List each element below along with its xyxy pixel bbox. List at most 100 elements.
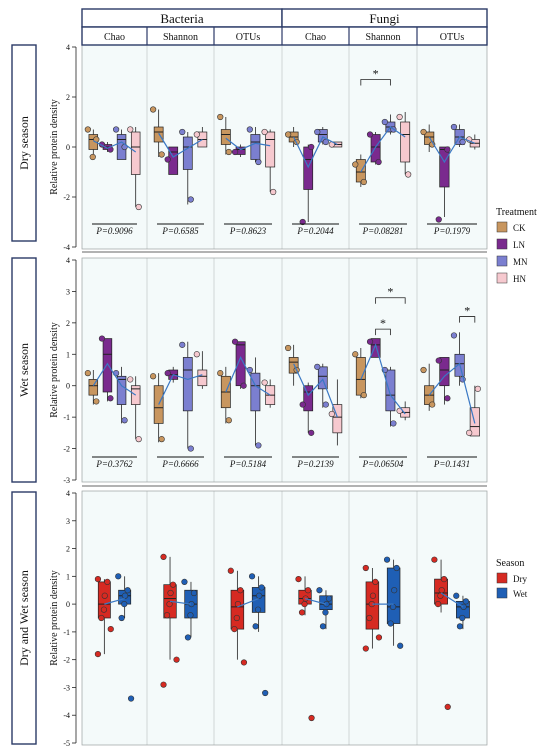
data-point [270,188,277,196]
data-point [405,171,412,178]
mean-line [237,597,259,608]
data-point [397,642,404,649]
data-point [167,589,174,597]
mean-line [104,597,125,605]
data-point [325,595,333,602]
y-tick-label: 2 [66,545,70,554]
row-label: Dry season [17,116,31,170]
box-ln [370,134,381,163]
data-point [372,578,379,585]
mean-line [225,137,271,151]
data-point [89,153,96,161]
y-tick-label: -2 [63,656,70,665]
data-point [299,218,306,226]
data-point [124,587,131,594]
y-tick-label: 0 [66,600,70,609]
mean-line [93,140,137,153]
data-point [193,351,200,358]
y-tick-label: -3 [63,683,70,692]
p-value-label: P=0.2139 [296,459,334,469]
box-hn [332,404,343,434]
data-point [420,366,427,374]
data-point [179,128,186,136]
mean-line [293,136,338,169]
data-point [179,341,186,348]
significance-label: * [380,316,386,330]
box-ln [370,338,381,358]
significance-bracket [375,328,391,336]
header-metric-label: Chao [305,32,326,43]
data-point [252,623,259,630]
data-point [438,587,445,594]
data-point [240,659,248,666]
data-point [460,603,467,610]
header-group-label: Fungi [369,11,400,26]
data-point [375,634,383,641]
p-value-label: P=0.1431 [433,459,470,469]
data-point [248,573,256,580]
y-tick-label: 0 [66,143,70,152]
data-point [158,151,165,158]
y-tick-label: 4 [66,256,70,265]
data-point [437,592,444,599]
data-point [227,567,234,574]
box-ln [439,357,450,387]
data-point [233,614,240,622]
header-group-label: Bacteria [160,11,204,26]
data-point [440,576,448,583]
box-mn [182,357,193,412]
legend-item-label: HN [513,274,526,284]
panel-background [417,491,487,745]
data-point [173,656,180,663]
box-ln [102,338,113,393]
data-point [285,131,292,138]
data-point [104,578,111,585]
data-point [100,606,108,613]
row-labels: Dry season Wet season Dry and Wet season [11,44,37,745]
data-point [322,609,329,616]
row-label-box [11,257,37,483]
subpanel-fungi-chao [295,576,333,722]
y-tick-label: -4 [63,711,70,720]
data-point [299,401,306,408]
data-point [217,370,224,377]
chart-marks: P=0.9096 P=0.6585 P=0.8623 P=0.2044 P=0.0828… [84,67,481,722]
box-ck [88,379,99,396]
data-point [166,601,173,608]
y-tick-label: -2 [63,445,70,454]
data-point [225,417,232,424]
p-value-label: P=0.6585 [161,226,199,236]
subpanel-fungi-otus: P=0.1979 [420,123,480,236]
p-value-label: P=0.6666 [161,459,199,469]
data-point [261,128,268,136]
box-hn [197,369,208,387]
data-point [435,357,442,364]
data-point [98,614,105,622]
header-metric-label: Chao [104,32,125,43]
panel-frame [81,257,488,483]
data-point [150,373,157,380]
panel-frame [81,490,488,746]
subpanel-bacteria-otus [227,567,269,697]
data-point [456,623,464,630]
data-point [304,587,312,594]
y-tick-label: 3 [66,287,70,296]
data-point [459,138,466,146]
box-mn [317,366,328,390]
data-point [184,634,192,641]
p-value-label: P=0.1979 [433,226,471,236]
data-point [193,131,200,138]
legend-swatch [496,255,508,267]
data-point [319,623,327,630]
data-point [94,576,102,583]
data-point [150,106,157,113]
y-tick-label: -3 [63,476,70,485]
mean-line [440,592,464,608]
data-point [285,344,292,352]
y-tick-label: -4 [63,243,70,252]
significance-bracket [459,316,476,323]
header-metric-label: OTUs [236,32,261,43]
mean-line [304,597,327,605]
data-point [190,589,198,597]
data-point [387,620,394,627]
